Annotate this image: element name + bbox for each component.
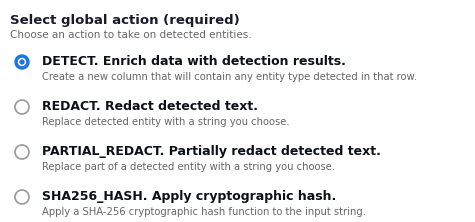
Text: PARTIAL_REDACT. Partially redact detected text.: PARTIAL_REDACT. Partially redact detecte…: [42, 145, 381, 158]
Circle shape: [20, 60, 24, 64]
Text: Choose an action to take on detected entities.: Choose an action to take on detected ent…: [10, 30, 252, 40]
Text: Create a new column that will contain any entity type detected in that row.: Create a new column that will contain an…: [42, 72, 417, 82]
Text: REDACT. Redact detected text.: REDACT. Redact detected text.: [42, 100, 258, 113]
Circle shape: [15, 190, 29, 204]
Text: DETECT. Enrich data with detection results.: DETECT. Enrich data with detection resul…: [42, 55, 346, 68]
Text: Replace part of a detected entity with a string you choose.: Replace part of a detected entity with a…: [42, 162, 335, 172]
Text: SHA256_HASH. Apply cryptographic hash.: SHA256_HASH. Apply cryptographic hash.: [42, 190, 336, 203]
Text: Apply a SHA-256 cryptographic hash function to the input string.: Apply a SHA-256 cryptographic hash funct…: [42, 207, 366, 217]
Circle shape: [15, 55, 29, 69]
Circle shape: [15, 100, 29, 114]
Text: Select global action (required): Select global action (required): [10, 14, 240, 27]
Circle shape: [15, 145, 29, 159]
Circle shape: [19, 59, 26, 65]
Text: Replace detected entity with a string you choose.: Replace detected entity with a string yo…: [42, 117, 290, 127]
